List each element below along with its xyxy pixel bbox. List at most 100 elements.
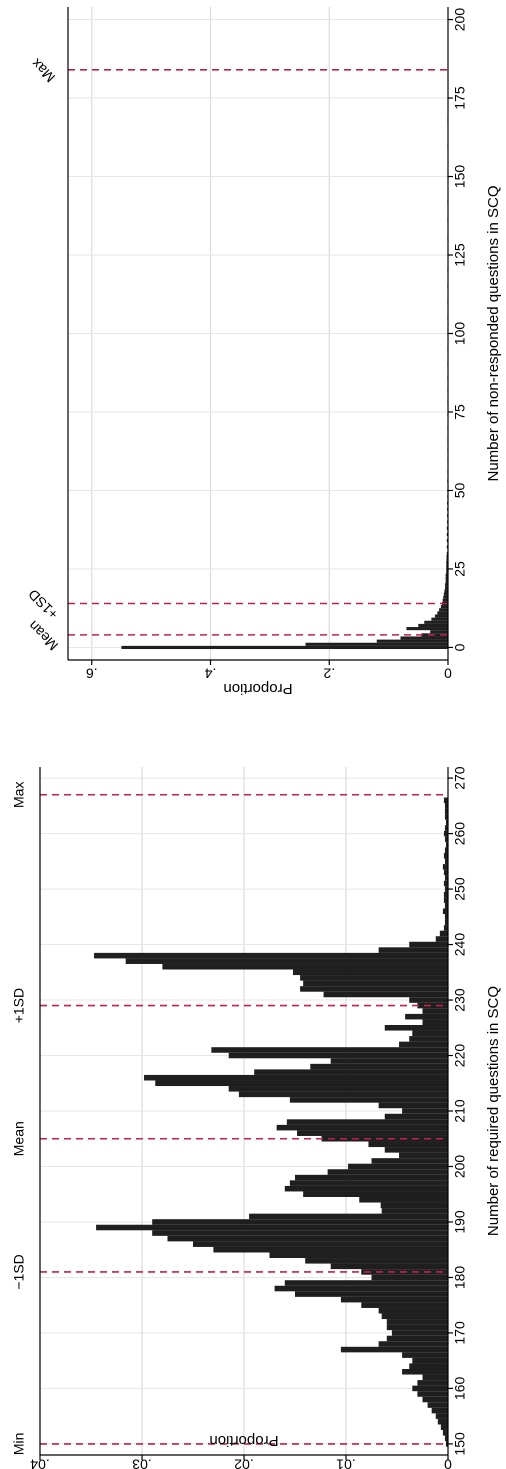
histogram-bar [437, 611, 448, 615]
histogram-bar [359, 1197, 448, 1203]
histogram-bar [94, 952, 448, 959]
histogram-bar [443, 880, 448, 887]
histogram-bar [289, 1097, 448, 1103]
histogram-bar [444, 914, 448, 920]
reference-line-label: +1SD [11, 988, 27, 1023]
histogram-bar [254, 1069, 448, 1075]
y-tick-label: .01 [336, 1456, 356, 1469]
histogram-bar [371, 1274, 448, 1281]
histogram-bar [437, 1418, 448, 1425]
histogram-bar [446, 561, 448, 565]
histogram-bar [228, 1086, 448, 1092]
histogram-bar [384, 1113, 448, 1120]
histogram-bar [340, 1346, 448, 1353]
histogram-bar [445, 1441, 448, 1447]
x-tick-label: 260 [452, 822, 468, 846]
histogram-bar [384, 1025, 448, 1031]
reference-line-label: Max [11, 782, 27, 808]
y-tick-label: .04 [30, 1456, 50, 1469]
histogram-bar [381, 1208, 448, 1214]
x-tick-label: 170 [452, 1321, 468, 1345]
x-tick-label: 200 [452, 8, 468, 32]
histogram-bar [412, 1385, 448, 1392]
histogram-bar [409, 1036, 448, 1042]
y-tick-label: .2 [323, 665, 335, 681]
reference-line-label: +1SD [25, 586, 61, 622]
reference-line-label: Mean [25, 618, 61, 654]
histogram-bar [412, 1030, 448, 1037]
histogram-bar [446, 564, 448, 568]
y-axis-title: Proportion [223, 680, 292, 697]
histogram-bar [96, 1224, 448, 1231]
reference-line-label: −1SD [11, 1254, 27, 1289]
histogram-bar [445, 579, 448, 584]
histogram-bar [443, 891, 448, 898]
y-tick-label: .6 [86, 665, 98, 681]
histogram-bar [446, 554, 448, 558]
histogram-bar [276, 1124, 448, 1131]
histogram-bar [443, 869, 448, 876]
histogram-bar [378, 947, 448, 953]
histogram-bar [443, 595, 448, 599]
histogram-bar [386, 1335, 448, 1342]
histogram-bar [402, 1352, 448, 1358]
histogram-bar [443, 897, 448, 903]
histogram-bar [402, 1108, 448, 1114]
histogram-bar [418, 623, 448, 628]
histogram-bar [445, 819, 448, 826]
histogram-bar [380, 1202, 448, 1209]
histogram-bar [431, 1407, 448, 1414]
histogram-bar [371, 1158, 448, 1164]
histogram-bar [406, 627, 448, 631]
x-tick-label: 50 [452, 482, 468, 498]
histogram-bar [155, 1080, 448, 1087]
histogram-bar [409, 941, 448, 948]
histogram-bar [289, 1180, 448, 1186]
histogram-bar [327, 1169, 448, 1175]
x-axis-title: Number of non-responded questions in SCQ [485, 185, 502, 481]
histogram-bar [443, 830, 448, 837]
histogram-bar [391, 1330, 448, 1336]
histogram-bar [435, 1413, 448, 1419]
histogram-bar [417, 1380, 448, 1386]
histogram-bar [422, 1019, 448, 1025]
histogram-bar [440, 605, 448, 609]
histogram-bar [167, 1235, 448, 1242]
histogram-bar [228, 1052, 448, 1059]
histogram-bar [445, 573, 448, 577]
histogram-bar [444, 919, 448, 926]
x-tick-label: 150 [452, 1432, 468, 1456]
histogram-bar [193, 1241, 448, 1247]
histogram-bar [444, 589, 448, 593]
histogram-bar [444, 847, 448, 853]
histogram-bar [376, 639, 448, 643]
histogram-bar [295, 1291, 448, 1297]
histogram-bar [445, 576, 448, 580]
x-tick-label: 125 [452, 243, 468, 267]
histogram-bar [330, 1263, 448, 1270]
histogram-bar [381, 1313, 448, 1320]
x-tick-label: 150 [452, 165, 468, 189]
histogram-bar [297, 1130, 448, 1136]
histogram-bar [443, 797, 448, 804]
histogram-bar [409, 997, 448, 1003]
histogram-bar [444, 1435, 448, 1442]
histogram-bar [444, 886, 448, 892]
x-tick-label: 190 [452, 1210, 468, 1234]
histogram-bar [445, 586, 448, 590]
reference-line-label: Mean [11, 1121, 27, 1156]
histogram-bar [412, 1357, 448, 1364]
histogram-bar [305, 1258, 448, 1264]
histogram-bar [445, 583, 448, 587]
histogram-bar [286, 1119, 448, 1125]
y-tick-label: .4 [204, 665, 216, 681]
non-responded-questions-histogram: Mean+1SD Max 0 25 50 75 100 125 150 175 200 0 .2 .4 .6… [25, 7, 502, 697]
histogram-bar [442, 598, 448, 602]
histogram-bar [399, 1152, 448, 1159]
y-tick-label: .02 [234, 1456, 254, 1469]
histogram-bar [144, 1074, 449, 1081]
histogram-bar [125, 958, 449, 964]
y-tick-label: 0 [444, 665, 452, 681]
